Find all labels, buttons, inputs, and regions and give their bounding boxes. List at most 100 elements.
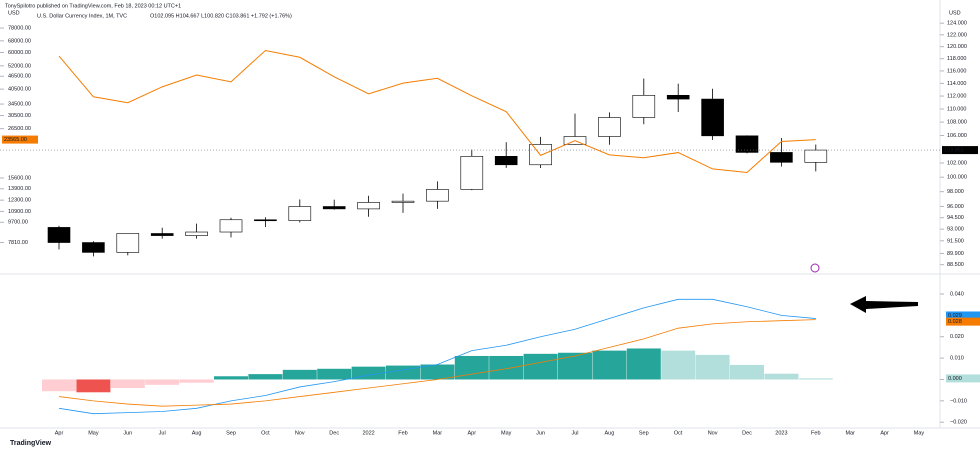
- y-tick-label: 0.020: [950, 334, 964, 340]
- signal-line: [58, 319, 816, 407]
- candle-body: [116, 233, 140, 253]
- candle-body: [82, 242, 105, 253]
- y-tick-label: 110.000: [947, 106, 966, 112]
- candle-body: [460, 156, 484, 190]
- x-tick-label: Jul: [571, 430, 578, 436]
- x-tick-label: May: [88, 430, 99, 436]
- x-tick-label: Nov: [295, 430, 305, 436]
- y-tick-label: 98.000: [947, 189, 964, 195]
- x-tick-label: 2023: [775, 430, 787, 436]
- y-tick-label: 0.040: [950, 291, 964, 297]
- histogram-bar: [110, 379, 145, 389]
- y-tick-label: 94.500: [947, 215, 964, 221]
- candle-body: [494, 156, 518, 166]
- y-tick-label: −0.020: [950, 420, 967, 426]
- x-tick-label: Mar: [433, 430, 443, 436]
- price-tag-label: 0.028: [948, 319, 962, 325]
- y-tick-label: 0.010: [950, 356, 964, 362]
- y-tick-label: 93.000: [947, 227, 964, 233]
- histogram-bar: [523, 353, 558, 380]
- x-tick-label: Aug: [192, 430, 202, 436]
- y-tick-label: 112.000: [947, 94, 966, 100]
- histogram-bar: [76, 379, 111, 393]
- y2-tick-label: 46500.00: [8, 74, 31, 80]
- candle-body: [701, 98, 724, 137]
- x-tick-label: Nov: [708, 430, 718, 436]
- x-tick-label: Sep: [639, 430, 649, 436]
- x-tick-label: Oct: [674, 430, 683, 436]
- x-tick-label: May: [914, 430, 925, 436]
- histogram-bar: [386, 365, 420, 380]
- x-tick-label: Feb: [811, 430, 820, 436]
- candle-body: [150, 233, 174, 236]
- x-tick-label: Feb: [398, 430, 407, 436]
- y-tick-label: 100.000: [947, 175, 967, 181]
- y-tick-label: 91.500: [947, 238, 964, 244]
- y2-tick-label: 13900.00: [8, 186, 31, 192]
- x-tick-label: Aug: [605, 430, 615, 436]
- y-tick-label: 96.000: [947, 204, 964, 210]
- histogram-bar: [454, 355, 489, 380]
- y-tick-label: 108.000: [947, 120, 967, 126]
- price-tag-label: 0.000: [948, 376, 962, 382]
- candle-body: [770, 152, 793, 163]
- candle-body: [47, 227, 71, 243]
- brand: TradingView: [10, 440, 52, 447]
- x-tick-label: Dec: [329, 430, 339, 436]
- event-icon[interactable]: [810, 263, 820, 273]
- candle-body: [219, 219, 243, 233]
- histogram-bar: [317, 368, 352, 380]
- arrow-annotation: [850, 296, 918, 313]
- histogram-bar: [558, 352, 592, 380]
- price-tag: [946, 317, 980, 326]
- y2-tick-label: 15600.00: [8, 175, 31, 181]
- candle-body: [288, 206, 312, 221]
- candle-body: [185, 231, 208, 236]
- price-tag: [942, 146, 978, 155]
- y2-tick-label: 68000.00: [8, 38, 31, 44]
- y2-tick-label: 60000.00: [8, 50, 31, 56]
- macd-line: [58, 298, 816, 415]
- y2-tick-label: 52000.00: [8, 63, 31, 69]
- y2-tick-label: 26500.00: [8, 126, 31, 132]
- candle-body: [426, 189, 449, 202]
- candle-body: [598, 117, 621, 137]
- left-axis-unit: USD: [8, 10, 20, 16]
- x-tick-label: May: [501, 430, 512, 436]
- y2-tick-label: 9700.00: [8, 220, 28, 226]
- x-tick-label: Jul: [159, 430, 166, 436]
- x-tick-label: Jun: [123, 430, 132, 436]
- y2-tick-label: 34500.00: [8, 102, 31, 108]
- histogram-bar: [282, 369, 317, 380]
- candle-body: [322, 206, 346, 210]
- histogram-bar: [730, 364, 764, 380]
- histogram-bar: [798, 378, 833, 380]
- price-tag-label: 23565.00: [4, 137, 27, 143]
- y-tick-label: 114.000: [947, 81, 966, 87]
- candle-body: [254, 219, 277, 222]
- y-tick-label: −0.010: [950, 398, 967, 404]
- price-tag-label: 103.861: [944, 148, 964, 154]
- ohlc: O102.095 H104.667 L100.820 C103.861 +1.7…: [150, 13, 292, 19]
- histogram-bar: [420, 364, 455, 380]
- right-axis-unit: USD: [949, 10, 961, 16]
- price-tag-label: 0.029: [948, 313, 962, 319]
- y-tick-label: 124.000: [947, 21, 967, 27]
- candle-body: [391, 200, 415, 203]
- x-tick-label: Sep: [226, 430, 236, 436]
- histogram-bar: [42, 379, 76, 392]
- histogram-bar: [592, 350, 627, 380]
- candle-body: [666, 94, 690, 100]
- price-tag: [946, 374, 980, 383]
- y2-tick-label: 40500.00: [8, 87, 31, 93]
- histogram-bar: [214, 376, 248, 380]
- y-tick-label: 120.000: [947, 44, 967, 50]
- y2-tick-label: 12300.00: [8, 198, 31, 204]
- x-tick-label: 2022: [362, 430, 374, 436]
- symbol-info: U.S. Dollar Currency Index, 1M, TVC: [37, 13, 127, 19]
- histogram-bar: [764, 373, 799, 380]
- candle-body: [735, 135, 759, 153]
- y-tick-label: 102.000: [947, 160, 967, 166]
- histogram-bar: [626, 348, 661, 380]
